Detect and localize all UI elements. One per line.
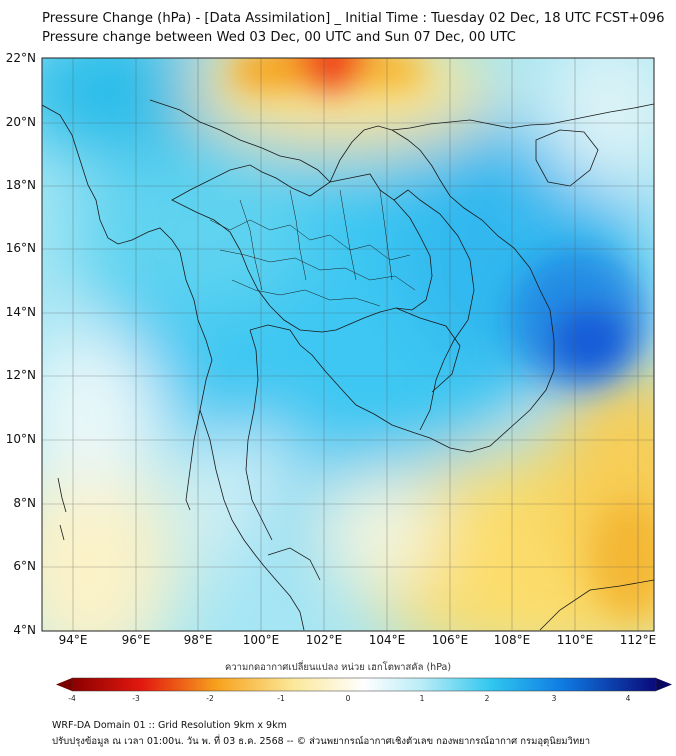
border-cambodia	[395, 307, 461, 393]
coastline-gulf-thailand-west	[245, 329, 273, 541]
lat-label: 6°N	[13, 559, 36, 573]
lon-label: 110°E	[556, 633, 594, 647]
colorbar-bar	[72, 678, 656, 691]
lon-label: 102°E	[305, 633, 343, 647]
lat-label: 20°N	[5, 115, 36, 129]
coastline-borneo	[539, 579, 654, 631]
lon-label: 94°E	[58, 633, 88, 647]
lon-label: 104°E	[368, 633, 406, 647]
lon-label: 106°E	[431, 633, 469, 647]
lat-label: 8°N	[13, 496, 36, 510]
footer-credit: ปรับปรุงข้อมูล ณ เวลา 01:00น. วัน พ. ที่…	[52, 736, 591, 747]
map-title: Pressure Change (hPa) - [Data Assimilati…	[42, 11, 665, 26]
coastline-hainan	[535, 129, 599, 187]
map-frame	[41, 57, 655, 632]
colorbar-max-arrow	[656, 678, 672, 691]
border-malaysia	[267, 547, 321, 581]
coastline-andaman-islands	[57, 477, 67, 541]
footer-model-info: WRF-DA Domain 01 :: Grid Resolution 9km …	[52, 720, 287, 731]
coastline-peninsula	[199, 409, 305, 631]
border-myanmar-china	[149, 99, 331, 183]
colorbar-title: ความกดอากาศเปลี่ยนแปลง หน่วย เฮกโตพาสคัล…	[224, 662, 452, 673]
lat-label: 4°N	[13, 623, 36, 637]
colorbar-tick-label: -1	[277, 694, 285, 703]
coastline-cambodia-vietnam	[373, 129, 555, 453]
colorbar-tick-label: -2	[206, 694, 214, 703]
lon-label: 108°E	[493, 633, 531, 647]
coastline-china-south	[391, 103, 654, 131]
lon-label: 112°E	[619, 633, 657, 647]
coastlines-borders	[42, 99, 654, 631]
colorbar-tick-label: 3	[551, 694, 557, 703]
colorbar-tick-label: 4	[625, 694, 631, 703]
lat-label: 14°N	[5, 305, 36, 319]
lon-label: 100°E	[242, 633, 280, 647]
graticule	[42, 58, 654, 631]
colorbar-min-arrow	[56, 678, 72, 691]
border-laos-vietnam	[329, 125, 475, 431]
lat-label: 12°N	[5, 368, 36, 382]
lat-label: 18°N	[5, 178, 36, 192]
lon-label: 98°E	[183, 633, 213, 647]
colorbar-tick-label: 0	[345, 694, 351, 703]
colorbar-tick-label: 1	[419, 694, 425, 703]
colorbar-tick-label: -4	[68, 694, 76, 703]
coastline-gulf-thailand-north	[249, 324, 375, 415]
lat-label: 16°N	[5, 241, 36, 255]
border-thailand	[171, 164, 433, 333]
map-subtitle: Pressure change between Wed 03 Dec, 00 U…	[42, 30, 516, 45]
lon-label: 96°E	[121, 633, 151, 647]
lat-label: 22°N	[5, 51, 36, 65]
lat-label: 10°N	[5, 432, 36, 446]
provinces	[209, 189, 416, 307]
colorbar	[56, 677, 672, 692]
colorbar-tick-label: 2	[484, 694, 490, 703]
colorbar-tick-label: -3	[132, 694, 140, 703]
